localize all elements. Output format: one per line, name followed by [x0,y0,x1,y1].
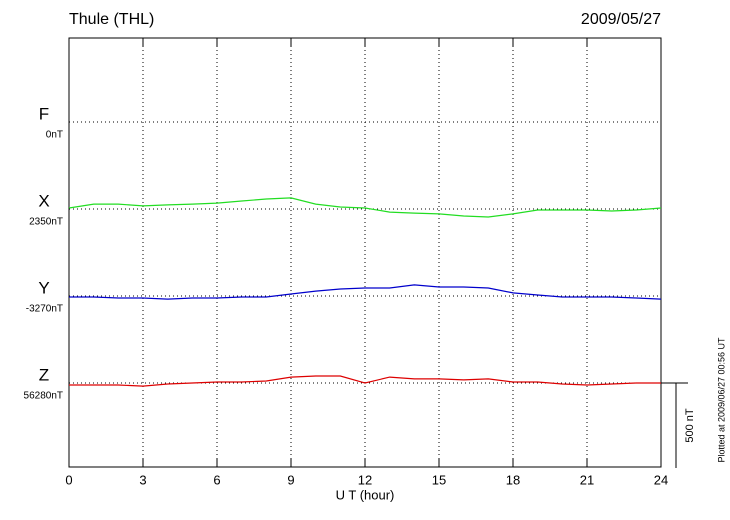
x-tick-label: 0 [65,472,72,487]
chart-title: Thule (THL) [69,11,154,28]
x-tick-label: 6 [213,472,220,487]
series-baseline-label: -3270nT [26,304,63,315]
x-tick-label: 3 [139,472,146,487]
series-name: F [39,104,49,123]
series-name: Z [39,365,49,384]
series-line [69,284,662,300]
date: 2009/05/27 [581,11,661,28]
plotted-note: Plotted at 2009/06/27 00:56 UT [716,337,726,463]
series-name: Y [38,278,49,297]
scale-bar-label: 500 nT [684,408,696,443]
x-tick-label: 21 [580,472,594,487]
x-tick-label: 15 [432,472,446,487]
x-tick-label: 12 [358,472,372,487]
series-baseline-label: 2350nT [29,217,63,228]
series-baseline-label: 0nT [46,130,63,141]
series-line [69,375,661,387]
series-name: X [38,191,49,210]
series-baseline-label: 56280nT [24,391,63,402]
x-axis-label: U T (hour) [336,487,395,502]
x-tick-label: 18 [506,472,520,487]
series-line [68,197,662,218]
x-tick-label: 9 [287,472,294,487]
x-tick-label: 24 [654,472,668,487]
